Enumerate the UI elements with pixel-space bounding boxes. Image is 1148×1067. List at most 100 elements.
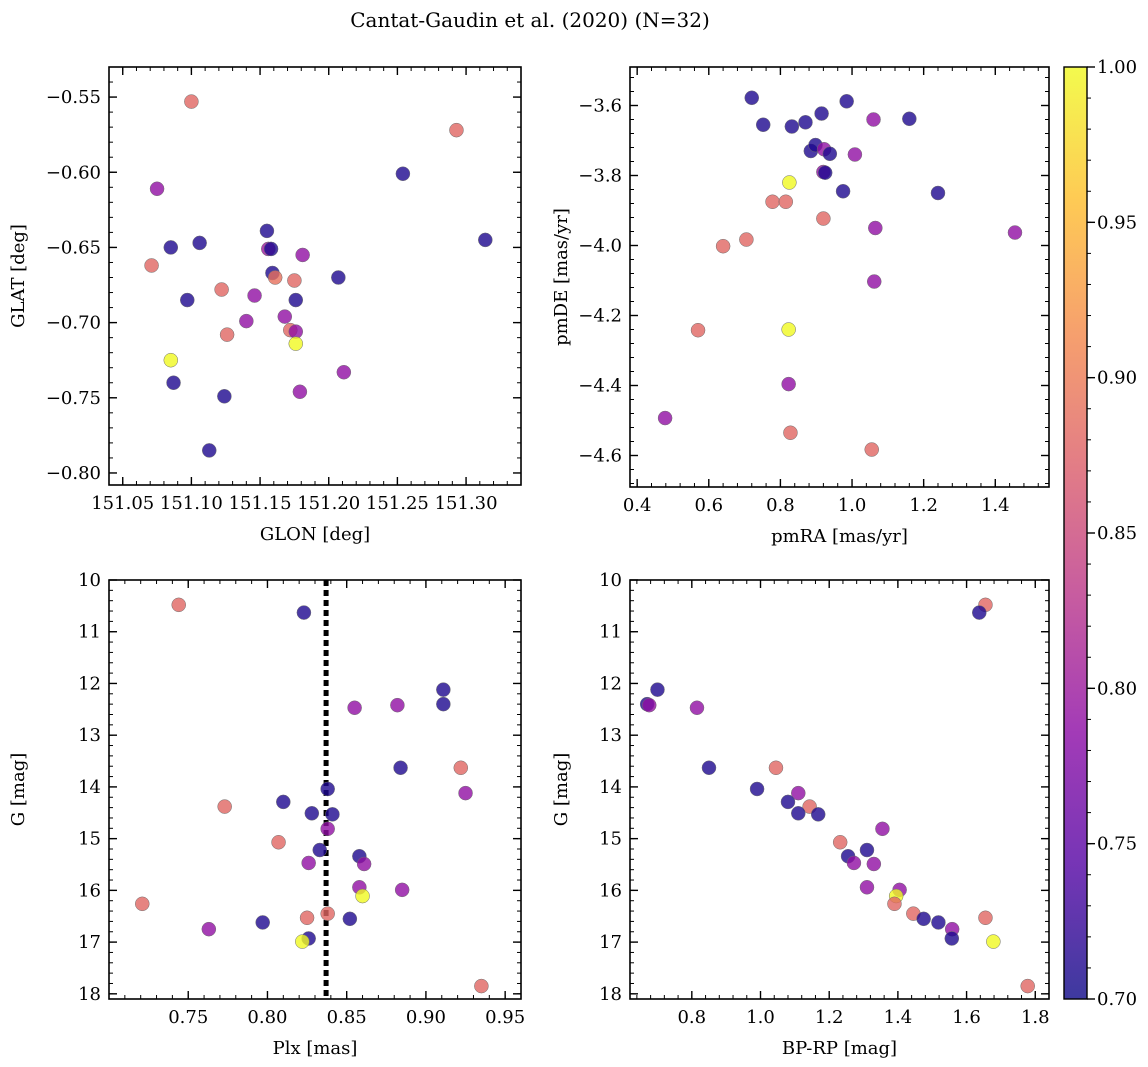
data-point <box>835 184 851 199</box>
data-point <box>972 605 987 620</box>
y-tick-label: 10 <box>599 570 622 591</box>
data-point <box>810 807 826 822</box>
y-tick-label: 14 <box>599 777 622 798</box>
data-point <box>846 855 862 871</box>
colorbar-tick-label: 0.80 <box>1097 678 1137 699</box>
data-point <box>1007 225 1023 240</box>
data-point <box>201 921 217 937</box>
y-tick-label: −0.65 <box>46 237 101 258</box>
data-point <box>944 931 960 946</box>
x-tick-label: 0.80 <box>247 1007 287 1028</box>
data-point <box>689 700 705 716</box>
data-point <box>739 232 754 247</box>
data-point <box>866 112 881 127</box>
panel-pmra-pmde: 0.4 0.6 0.8 1.0 1.2 1.4 −3.6 −3.8 −4.0 −4.2 −4.4 −4… <box>551 66 1050 547</box>
data-point <box>839 94 854 109</box>
y-tick-label: 16 <box>78 880 101 901</box>
data-point <box>288 336 304 351</box>
x-tick-label: 0.95 <box>485 1007 525 1028</box>
figure-title: Cantat-Gaudin et al. (2020) (N=32) <box>350 8 710 32</box>
data-point <box>765 194 780 209</box>
data-point <box>816 211 831 226</box>
data-point <box>355 888 370 904</box>
y-tick-label: −4.4 <box>578 376 622 397</box>
ticks <box>108 579 522 999</box>
y-tick-label: −0.75 <box>46 388 101 409</box>
data-point <box>214 282 229 297</box>
data-point <box>356 856 372 872</box>
data-point <box>320 906 335 921</box>
y-tick-label: 14 <box>78 777 101 798</box>
y-tick-label: −0.70 <box>46 313 101 334</box>
x-tick-label: 0.8 <box>766 495 795 516</box>
x-tick-label: 1.0 <box>838 495 867 516</box>
data-point <box>163 240 179 255</box>
data-point <box>778 194 794 209</box>
y-tick-label: 17 <box>599 932 622 953</box>
data-point <box>798 115 813 130</box>
data-point <box>986 934 1001 949</box>
y-tick-label: −4.0 <box>578 236 622 257</box>
data-point <box>650 682 665 697</box>
data-point <box>217 799 232 814</box>
y-axis-label: G [mag] <box>551 753 572 826</box>
data-point <box>436 682 451 697</box>
y-tick-label: 11 <box>78 622 101 643</box>
x-tick-label: 151.30 <box>435 493 498 514</box>
x-tick-label: 1.2 <box>815 1007 844 1028</box>
y-tick-label: −0.60 <box>46 162 101 183</box>
y-tick-label: −0.55 <box>46 87 101 108</box>
data-point <box>781 376 796 392</box>
data-point <box>690 322 706 338</box>
y-tick-label: 11 <box>599 622 622 643</box>
data-point <box>395 166 411 182</box>
y-tick-label: 13 <box>599 725 622 746</box>
data-point <box>817 165 833 180</box>
data-point <box>171 597 186 613</box>
x-tick-label: 151.20 <box>297 493 360 514</box>
x-tick-label: 1.0 <box>746 1007 775 1028</box>
x-tick-label: 0.75 <box>168 1007 208 1028</box>
data-point <box>749 781 765 797</box>
data-point <box>791 785 806 801</box>
panel-color-g: 0.8 1.0 1.2 1.4 1.6 1.8 10 11 12 13 14 15 16 17 18 BP-R… <box>551 570 1050 1059</box>
x-axis-label: pmRA [mas/yr] <box>771 526 908 547</box>
y-tick-label: −3.6 <box>578 96 622 117</box>
data-point <box>458 785 473 801</box>
x-tick-label: 151.15 <box>229 493 292 514</box>
data-point <box>715 238 731 254</box>
data-point <box>247 288 262 303</box>
axes-frame <box>629 66 1050 488</box>
x-tick-label: 0.6 <box>694 495 723 516</box>
data-point <box>780 794 796 810</box>
data-point <box>474 978 489 994</box>
data-point <box>292 384 308 400</box>
y-axis-label: G [mag] <box>8 753 29 826</box>
data-point <box>219 327 235 342</box>
data-point <box>832 835 848 850</box>
y-tick-label: 15 <box>78 829 101 850</box>
data-point <box>149 181 165 197</box>
x-axis-label: BP-RP [mag] <box>782 1038 897 1059</box>
y-tick-label: 15 <box>599 829 622 850</box>
data-point <box>288 292 304 308</box>
data-point <box>784 119 800 134</box>
data-point <box>299 910 315 926</box>
data-point <box>255 915 270 930</box>
data-point <box>342 911 358 927</box>
y-axis-label: GLAT [deg] <box>8 224 29 328</box>
data-point <box>217 389 232 404</box>
x-tick-label: 151.25 <box>366 493 429 514</box>
data-point <box>478 232 493 248</box>
data-point <box>887 896 902 912</box>
data-point <box>296 605 312 620</box>
data-point <box>163 352 179 368</box>
data-point <box>320 821 335 837</box>
data-point <box>916 911 931 927</box>
y-tick-label: −0.80 <box>46 463 101 484</box>
data-point <box>783 425 798 440</box>
data-point <box>822 146 838 162</box>
data-point <box>267 270 283 285</box>
colorbar-tick-label: 0.95 <box>1097 212 1137 233</box>
